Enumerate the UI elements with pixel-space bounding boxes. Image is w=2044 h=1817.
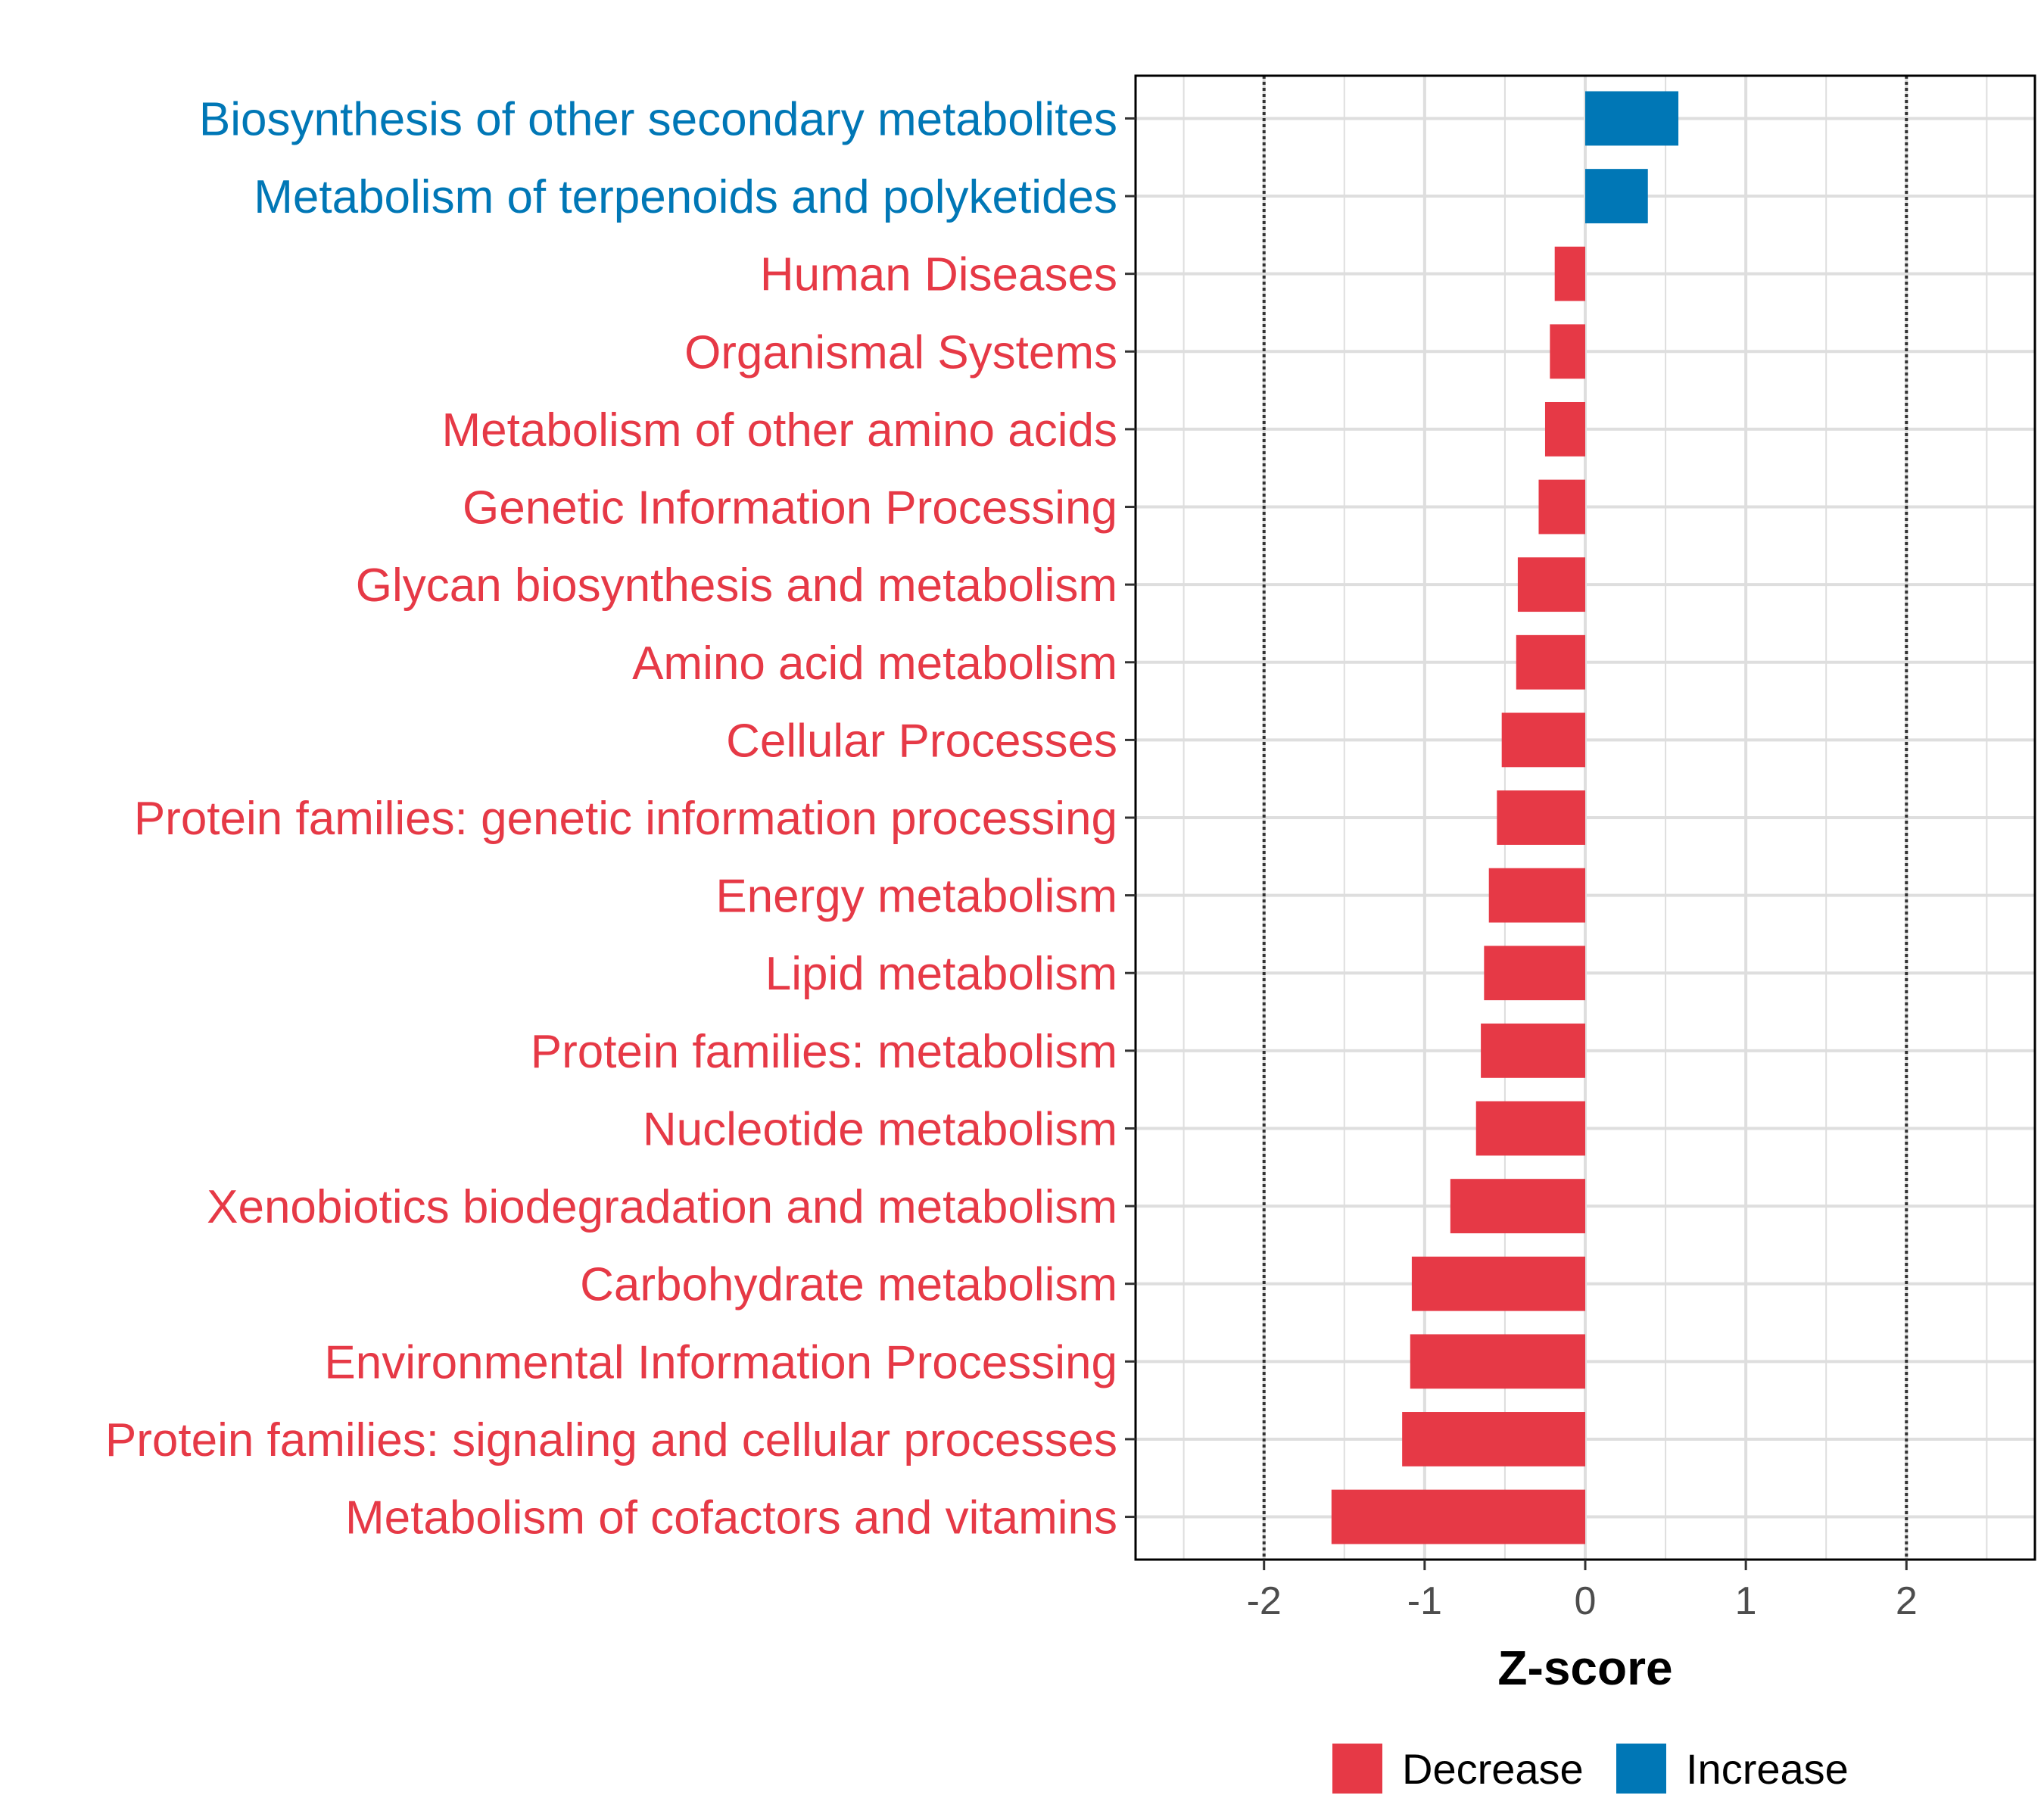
- bar: [1484, 946, 1585, 1001]
- y-tick-label: Protein families: signaling and cellular…: [105, 1414, 1117, 1466]
- x-tick-label: -2: [1247, 1579, 1282, 1623]
- y-tick-label: Environmental Information Processing: [324, 1336, 1117, 1388]
- bar: [1497, 790, 1585, 845]
- y-tick-label: Nucleotide metabolism: [643, 1103, 1117, 1155]
- reference-lines: [1262, 76, 1908, 1560]
- bar: [1550, 324, 1585, 379]
- legend-label: Increase: [1686, 1745, 1849, 1793]
- y-tick-label: Protein families: genetic information pr…: [134, 793, 1117, 845]
- y-tick-label: Lipid metabolism: [765, 948, 1117, 1000]
- bar: [1517, 557, 1585, 612]
- y-tick-label: Human Diseases: [760, 249, 1117, 301]
- y-tick-label: Protein families: metabolism: [531, 1026, 1117, 1078]
- x-axis: -2 -1 0 1 2: [1247, 1560, 1918, 1623]
- bar: [1516, 634, 1585, 690]
- bar: [1410, 1334, 1585, 1389]
- bar: [1450, 1179, 1585, 1234]
- bar: [1554, 246, 1585, 301]
- y-tick-label: Genetic Information Processing: [463, 482, 1117, 535]
- bar: [1331, 1489, 1585, 1544]
- bar: [1411, 1256, 1585, 1311]
- y-tick-label: Energy metabolism: [715, 871, 1117, 923]
- bar: [1585, 169, 1648, 223]
- bar: [1475, 1101, 1585, 1156]
- bar: [1488, 868, 1585, 923]
- bar: [1544, 401, 1585, 457]
- legend: Decrease Increase: [1332, 1744, 1849, 1794]
- x-tick-label: 1: [1735, 1579, 1757, 1623]
- y-tick-label: Organismal Systems: [684, 326, 1117, 379]
- x-tick-label: 0: [1575, 1579, 1597, 1623]
- y-tick-label: Metabolism of cofactors and vitamins: [345, 1492, 1117, 1544]
- x-tick-label: -1: [1407, 1579, 1442, 1623]
- x-tick-label: 2: [1896, 1579, 1918, 1623]
- y-tick-label: Metabolism of terpenoids and polyketides: [254, 171, 1117, 223]
- y-tick-label: Amino acid metabolism: [632, 637, 1117, 690]
- legend-key: [1332, 1744, 1382, 1794]
- y-tick-label: Metabolism of other amino acids: [441, 404, 1117, 457]
- y-axis: Biosynthesis of other secondary metaboli…: [105, 93, 1136, 1544]
- bar: [1402, 1412, 1585, 1466]
- y-tick-label: Carbohydrate metabolism: [580, 1259, 1117, 1311]
- bar: [1585, 91, 1679, 146]
- bars-layer: [1331, 91, 1679, 1544]
- y-tick-label: Glycan biosynthesis and metabolism: [356, 559, 1117, 612]
- bar: [1481, 1023, 1585, 1078]
- legend-label: Decrease: [1402, 1745, 1584, 1793]
- legend-key: [1616, 1744, 1666, 1794]
- x-axis-title: Z-score: [1497, 1641, 1672, 1695]
- y-tick-label: Cellular Processes: [726, 715, 1117, 767]
- y-tick-label: Xenobiotics biodegradation and metabolis…: [207, 1181, 1117, 1233]
- y-tick-label: Biosynthesis of other secondary metaboli…: [199, 93, 1117, 145]
- bar: [1538, 479, 1585, 535]
- bar: [1501, 712, 1585, 768]
